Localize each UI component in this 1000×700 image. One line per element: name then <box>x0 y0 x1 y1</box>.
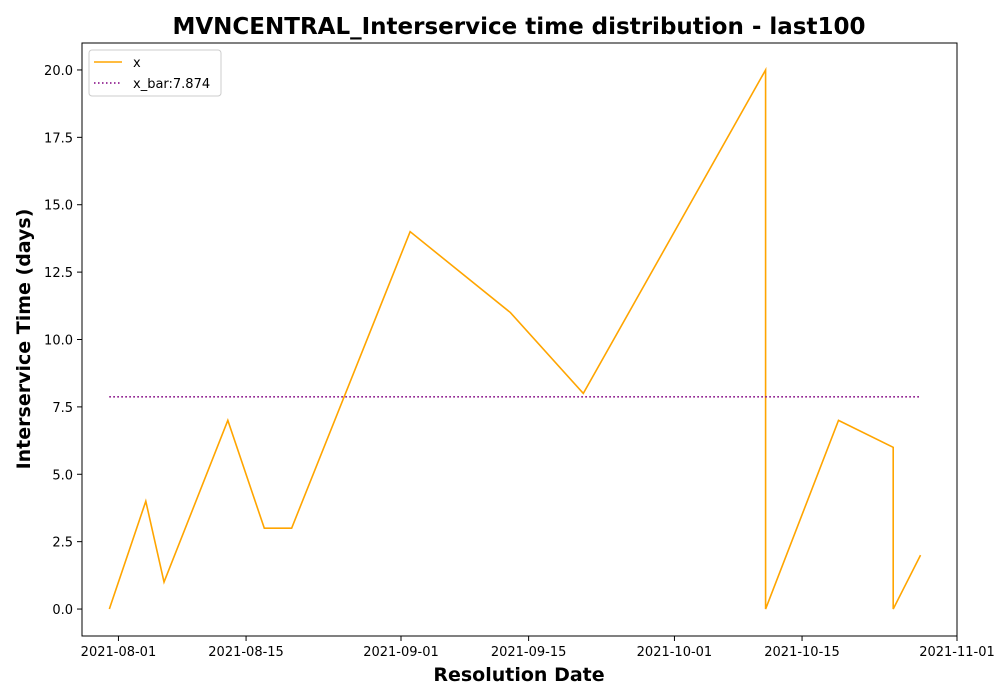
y-axis-label: Interservice Time (days) <box>13 209 35 470</box>
y-tick-label: 2.5 <box>52 536 73 551</box>
y-tick-label: 5.0 <box>52 468 73 483</box>
y-tick-label: 15.0 <box>44 199 73 214</box>
x-tick-label: 2021-09-01 <box>363 645 439 660</box>
y-tick-label: 10.0 <box>44 334 73 349</box>
y-tick-label: 12.5 <box>44 266 73 281</box>
legend-label-x: x <box>133 56 141 71</box>
chart-title: MVNCENTRAL_Interservice time distributio… <box>172 14 865 40</box>
x-tick-label: 2021-10-01 <box>637 645 713 660</box>
y-tick-label: 17.5 <box>44 131 73 146</box>
y-tick-label: 20.0 <box>44 64 73 79</box>
x-tick-label: 2021-08-01 <box>81 645 157 660</box>
y-tick-label: 7.5 <box>52 401 73 416</box>
x-tick-label: 2021-09-15 <box>491 645 567 660</box>
x-axis-label: Resolution Date <box>433 664 604 686</box>
series-line-x <box>108 66 922 610</box>
x-tick-label: 2021-10-15 <box>764 645 840 660</box>
x-tick-label: 2021-11-01 <box>919 645 995 660</box>
legend-label-x-bar: x_bar:7.874 <box>133 77 210 92</box>
y-tick-label: 0.0 <box>52 603 73 618</box>
plot-area: 0.0 2.5 5.0 7.5 10.0 12.5 15.0 17.5 20.0 2021-08-… <box>44 64 995 660</box>
legend: x x_bar:7.874 <box>88 49 222 97</box>
x-tick-label: 2021-08-15 <box>208 645 284 660</box>
plot-frame <box>81 42 958 637</box>
